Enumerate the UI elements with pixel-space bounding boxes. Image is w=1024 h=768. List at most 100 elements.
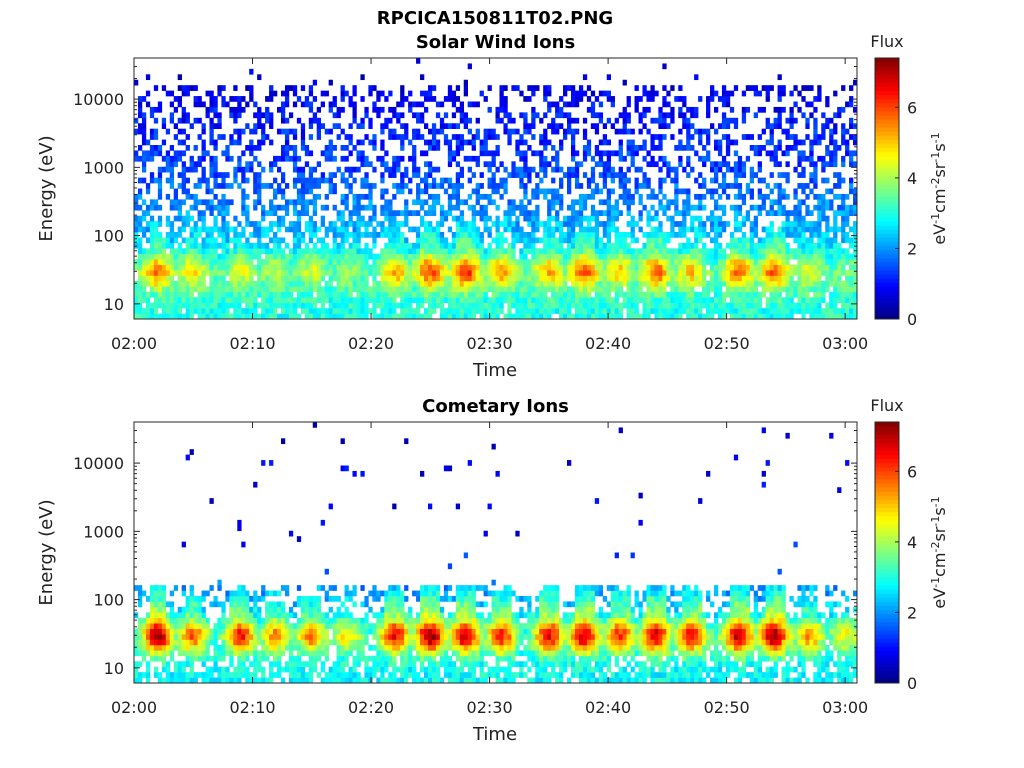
heatmap-cell	[737, 275, 743, 282]
heatmap-cell	[686, 145, 691, 151]
heatmap-cell	[408, 308, 413, 314]
heatmap-cell	[713, 308, 719, 314]
heatmap-cell	[543, 275, 548, 282]
heatmap-cell	[384, 204, 389, 211]
heatmap-cell	[308, 134, 314, 140]
heatmap-cell	[578, 286, 584, 293]
heatmap-cell	[225, 286, 230, 293]
heatmap-cell	[384, 253, 389, 260]
heatmap-cell	[650, 96, 655, 102]
heatmap-cell	[694, 280, 699, 287]
heatmap-cell	[308, 291, 314, 298]
heatmap-cell	[213, 145, 218, 151]
heatmap-cell	[559, 193, 564, 200]
heatmap-cell	[606, 74, 611, 81]
heatmap-cell	[570, 226, 576, 233]
heatmap-cell	[717, 275, 723, 282]
heatmap-cell	[372, 210, 377, 216]
heatmap-cell	[650, 188, 655, 195]
heatmap-cell	[149, 280, 155, 287]
heatmap-cell	[710, 96, 715, 102]
heatmap-cell	[471, 221, 476, 227]
heatmap-cell	[308, 172, 314, 178]
heatmap-cell	[638, 145, 643, 151]
heatmap-cell	[713, 302, 719, 309]
heatmap-cell	[300, 275, 306, 282]
heatmap-cell	[567, 313, 572, 320]
heatmap-cell	[753, 253, 758, 260]
heatmap-cell	[463, 117, 468, 124]
heatmap-cell	[809, 308, 814, 314]
heatmap-cell	[471, 280, 476, 287]
heatmap-cell	[217, 270, 222, 276]
heatmap-cell	[785, 226, 790, 233]
heatmap-cell	[420, 242, 425, 249]
heatmap-cell	[853, 193, 858, 200]
heatmap-cell	[356, 232, 361, 238]
heatmap-cell	[427, 85, 433, 91]
heatmap-cell	[733, 215, 739, 222]
heatmap-cell	[348, 139, 353, 146]
heatmap-cell	[201, 226, 206, 233]
heatmap-cell	[785, 259, 790, 265]
heatmap-cell	[197, 297, 202, 303]
heatmap-cell	[515, 313, 520, 320]
heatmap-cell	[749, 204, 755, 211]
heatmap-cell	[435, 199, 441, 206]
heatmap-cell	[646, 161, 651, 168]
heatmap-cell	[531, 226, 536, 233]
heatmap-cell	[586, 280, 592, 287]
heatmap-cell	[702, 248, 707, 255]
heatmap-cell	[570, 221, 576, 227]
heatmap-cell	[404, 253, 409, 260]
heatmap-cell	[805, 286, 810, 293]
heatmap-cell	[797, 215, 802, 222]
heatmap-cell	[626, 139, 631, 146]
heatmap-cell	[304, 199, 310, 206]
heatmap-cell	[360, 123, 365, 129]
heatmap-cell	[622, 177, 627, 184]
heatmap-cell	[757, 259, 762, 265]
heatmap-cell	[813, 96, 818, 102]
heatmap-cell	[777, 275, 782, 282]
heatmap-cell	[308, 150, 314, 157]
heatmap-cell	[392, 280, 397, 287]
heatmap-cell	[682, 221, 687, 227]
heatmap-cell	[427, 161, 433, 168]
heatmap-cell	[698, 253, 703, 260]
heatmap-cell	[789, 112, 794, 119]
heatmap-cell	[781, 106, 786, 113]
heatmap-cell	[416, 297, 421, 303]
heatmap-cell	[797, 275, 802, 282]
heatmap-cell	[567, 183, 572, 189]
heatmap-cell	[654, 275, 659, 282]
heatmap-cell	[463, 291, 468, 298]
heatmap-cell	[618, 193, 623, 200]
heatmap-cell	[499, 237, 504, 244]
heatmap-cell	[181, 106, 186, 113]
heatmap-cell	[821, 204, 826, 211]
heatmap-cell	[578, 248, 584, 255]
heatmap-cell	[209, 308, 214, 314]
heatmap-cell	[753, 275, 758, 282]
heatmap-cell	[733, 275, 739, 282]
heatmap-cell	[813, 264, 818, 271]
heatmap-cell	[189, 259, 194, 265]
heatmap-cell	[563, 297, 568, 303]
heatmap-cell	[547, 139, 552, 146]
heatmap-cell	[153, 259, 159, 265]
heatmap-cell	[423, 226, 429, 233]
heatmap-cell	[491, 286, 496, 293]
heatmap-cell	[193, 145, 198, 151]
heatmap-cell	[273, 188, 278, 195]
heatmap-cell	[352, 297, 357, 303]
heatmap-cell	[602, 286, 608, 293]
heatmap-cell	[348, 188, 353, 195]
heatmap-cell	[662, 259, 667, 265]
heatmap-cell	[384, 297, 389, 303]
heatmap-cell	[674, 313, 679, 320]
heatmap-cell	[698, 199, 703, 206]
heatmap-cell	[237, 253, 242, 260]
heatmap-cell	[435, 183, 441, 189]
heatmap-cell	[229, 106, 234, 113]
